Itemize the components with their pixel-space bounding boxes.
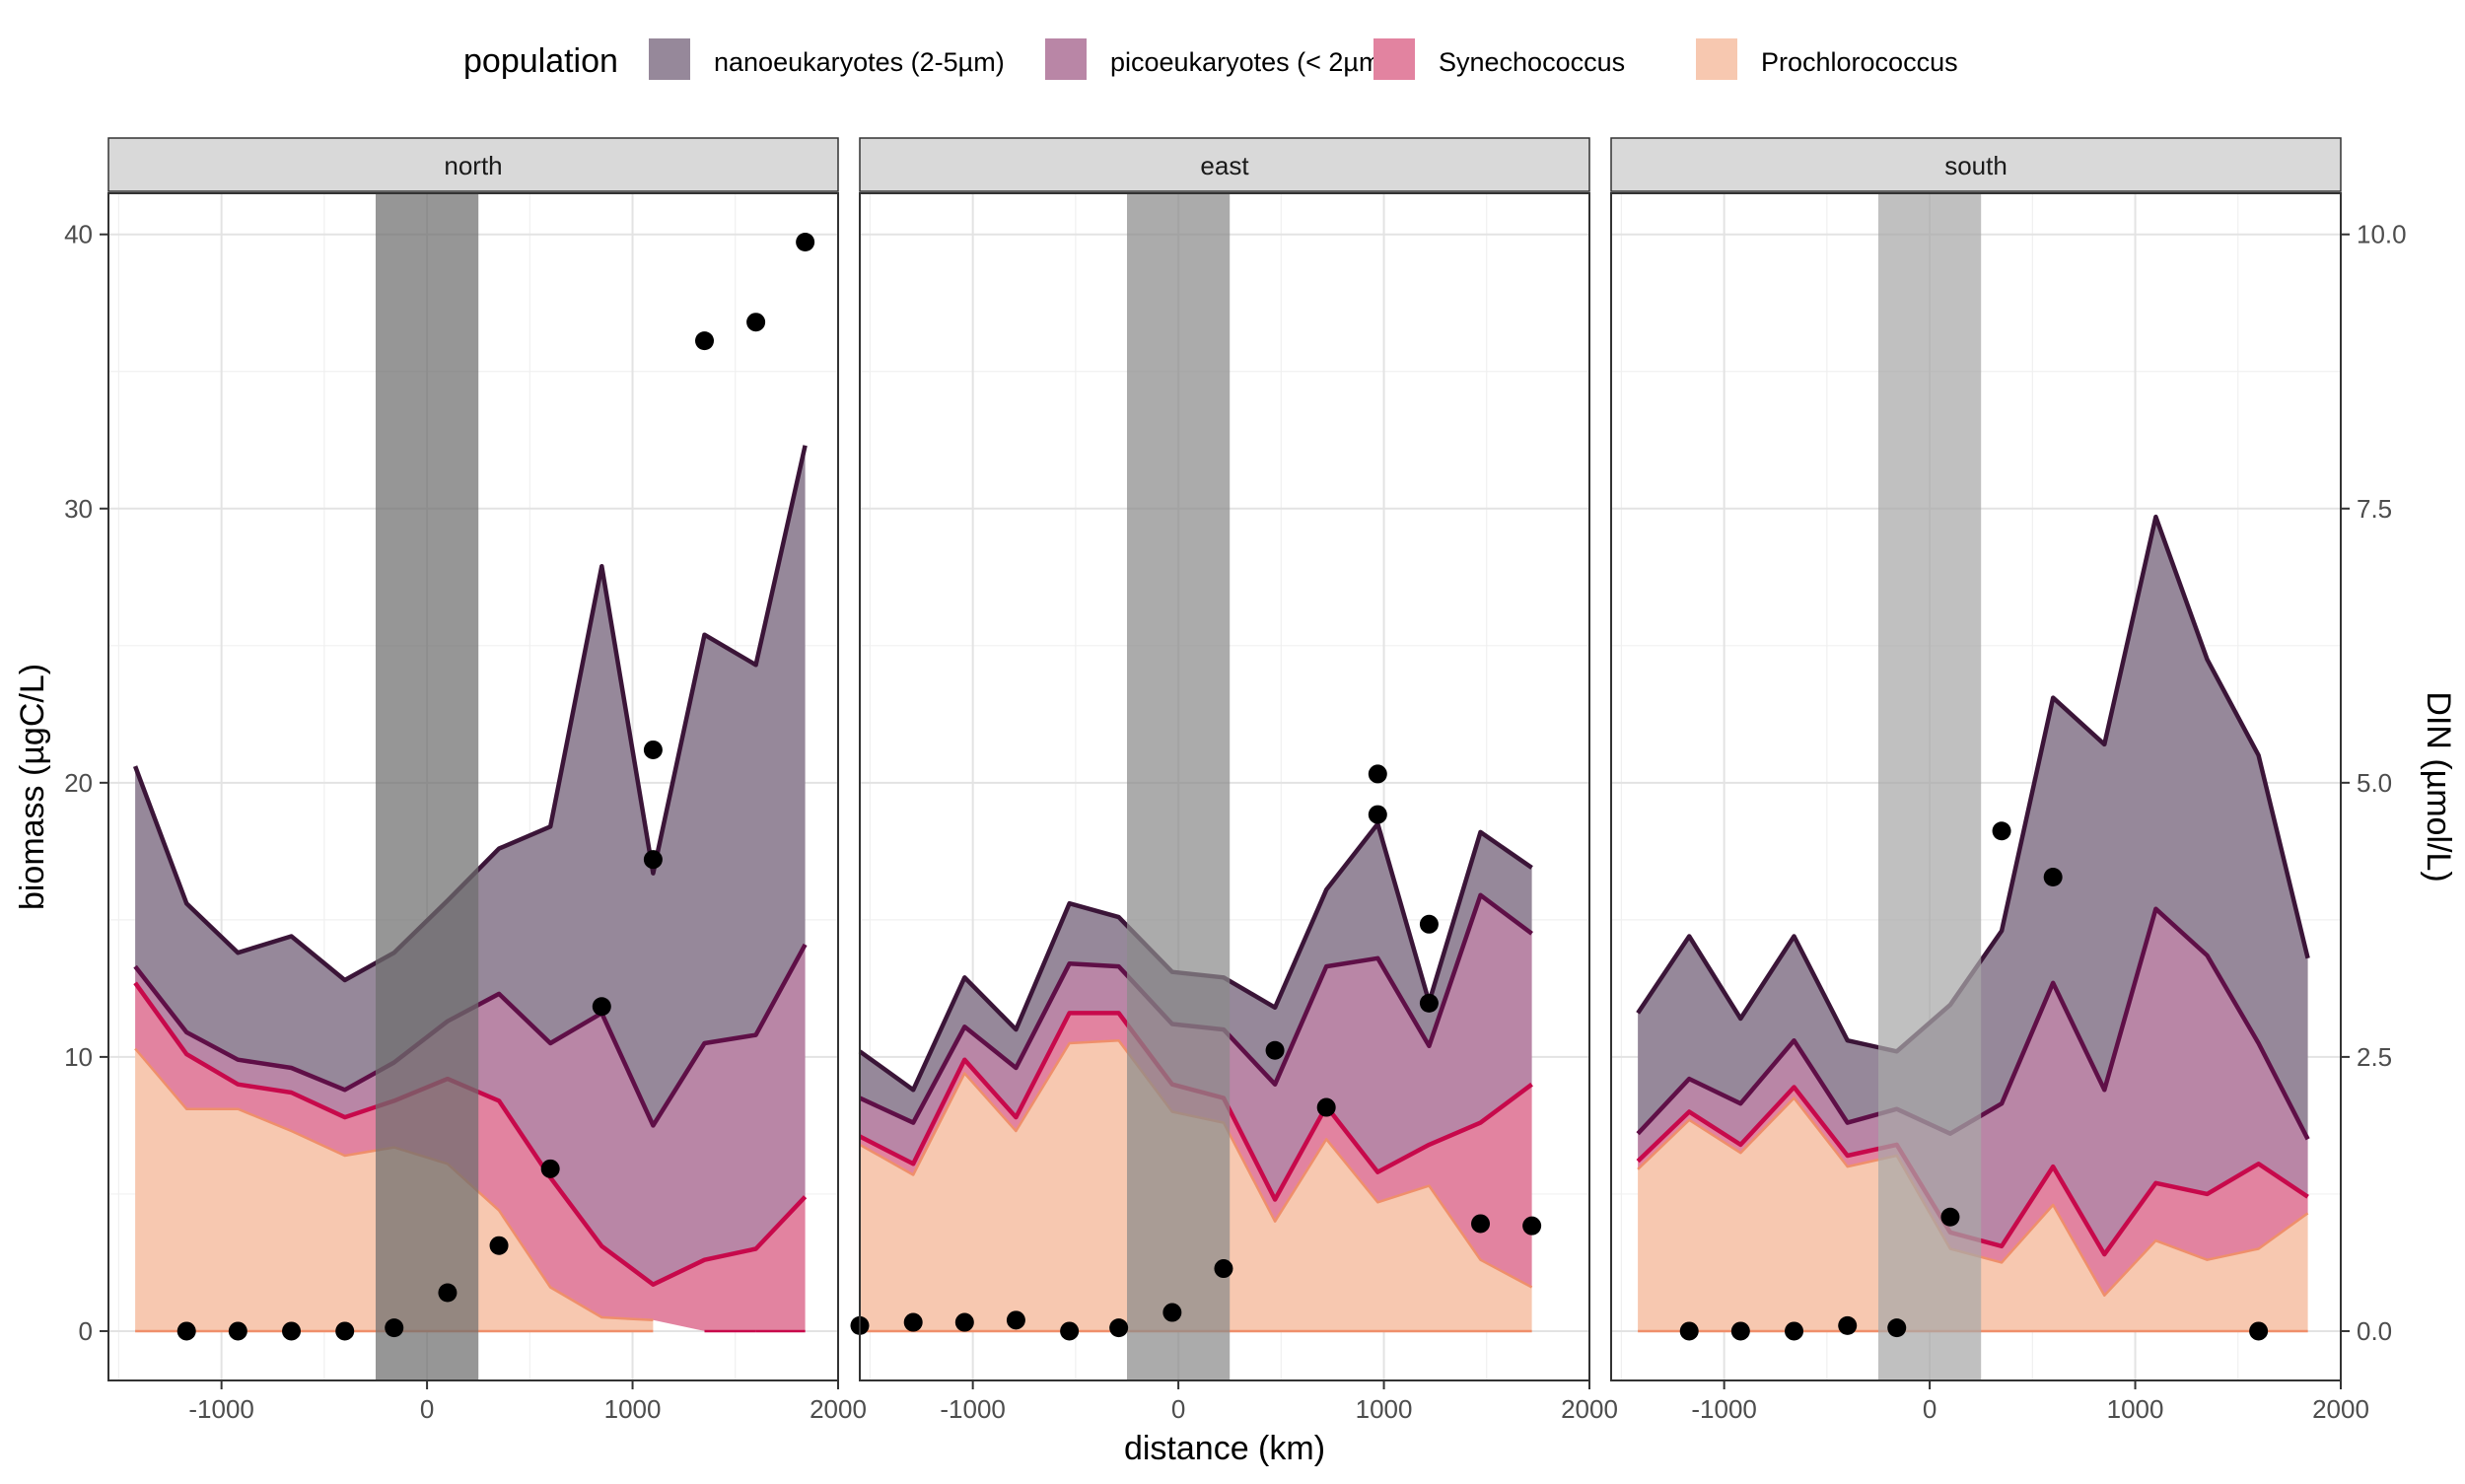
din-point [228,1321,247,1341]
panel-border [1610,192,2342,1381]
facet-strip [107,137,839,192]
legend-key [1045,38,1087,80]
legend-label: nanoeukaryotes (2-5µm) [714,47,1005,77]
y2-tick-label: 7.5 [2357,494,2392,524]
x-tick-label: 0 [1923,1394,1937,1424]
y-tick-label: 40 [64,220,93,249]
y-tick-label: 30 [64,494,93,524]
din-point [540,1159,560,1178]
din-point [1679,1321,1699,1341]
area-nanoeukaryotes [860,823,1532,1123]
din-point [592,997,611,1017]
x-tick-label: 1000 [1356,1394,1413,1424]
din-point [385,1318,404,1338]
din-point [489,1236,509,1255]
facet-strip [859,137,1590,192]
x-tick-label: 1000 [604,1394,662,1424]
din-point [1060,1321,1080,1341]
din-point [1368,805,1387,824]
area-picoeukaryotes [135,944,806,1285]
x-tick-label: 0 [1171,1394,1185,1424]
din-point [1785,1321,1804,1341]
din-point [746,313,766,332]
front-band [375,193,479,1380]
x-tick-label: -1000 [940,1394,1006,1424]
din-point [1471,1214,1491,1234]
din-point [1109,1318,1129,1338]
area-synechococcus [1638,1087,2308,1296]
legend-label: Prochlorococcus [1761,47,1958,77]
din-point [643,740,663,759]
y-tick-label: 20 [64,768,93,798]
legend-label: Synechococcus [1439,47,1625,77]
y-tick-label: 0 [79,1316,93,1346]
y2-tick-label: 2.5 [2357,1042,2392,1072]
y-tick-label: 10 [64,1042,93,1072]
din-point [2043,867,2063,886]
din-point [1162,1303,1182,1322]
x-tick-label: -1000 [1691,1394,1757,1424]
y2-axis-title: DIN (µmol/L) [2420,691,2457,882]
din-point [1730,1321,1750,1341]
facet-label: north [444,151,502,180]
area-nanoeukaryotes [135,445,806,1126]
front-band [1126,193,1231,1380]
front-band [1877,193,1982,1380]
legend-key [1373,38,1415,80]
area-picoeukaryotes [1638,908,2308,1255]
legend-key [1696,38,1737,80]
din-point [1006,1310,1025,1330]
din-point [695,331,715,351]
din-point [643,850,663,870]
din-point [2249,1321,2269,1341]
din-point [1940,1207,1960,1227]
y-axis-title: biomass (µgC/L) [14,664,51,910]
legend-key [649,38,690,80]
area-nanoeukaryotes [1638,517,2308,1140]
legend-label: picoeukaryotes (< 2µm) [1110,47,1389,77]
panel-border [859,192,1590,1381]
legend-title: population [463,42,618,80]
y2-tick-label: 5.0 [2357,768,2392,798]
panel-south: south -1000 0 1000 2000 [1610,137,2369,1424]
facet-label: east [1200,151,1249,180]
x-tick-label: 1000 [2107,1394,2164,1424]
facet-strip [1610,137,2342,192]
x-tick-label: 2000 [1561,1394,1618,1424]
y2-tick-label: 0.0 [2357,1316,2392,1346]
din-point [1522,1216,1542,1236]
din-point [1265,1040,1285,1060]
din-point [1316,1097,1336,1117]
x-tick-label: 2000 [810,1394,867,1424]
din-point [954,1312,974,1332]
x-axis-title: distance (km) [1124,1430,1325,1467]
din-point [796,232,815,251]
din-point [176,1321,196,1341]
din-point [1838,1315,1858,1335]
din-point [282,1321,302,1341]
area-prochlorococcus [1638,1097,2308,1331]
din-point [438,1283,458,1303]
din-point [1419,993,1439,1013]
x-tick-label: 2000 [2312,1394,2369,1424]
y2-tick-label: 10.0 [2357,220,2407,249]
panel-east: east -1000 0 1000 2000 [850,137,1618,1424]
din-point [1419,914,1439,934]
x-tick-label: 0 [420,1394,434,1424]
din-point [1887,1318,1907,1338]
facet-label: south [1944,151,2007,180]
panel-north: north -1000 0 1000 2000 [107,137,867,1424]
x-tick-label: -1000 [188,1394,254,1424]
din-point [1214,1259,1233,1279]
din-point [1368,764,1387,784]
din-point [1992,821,2011,841]
din-point [335,1321,355,1341]
panel-border [107,192,839,1381]
din-point [903,1312,923,1332]
